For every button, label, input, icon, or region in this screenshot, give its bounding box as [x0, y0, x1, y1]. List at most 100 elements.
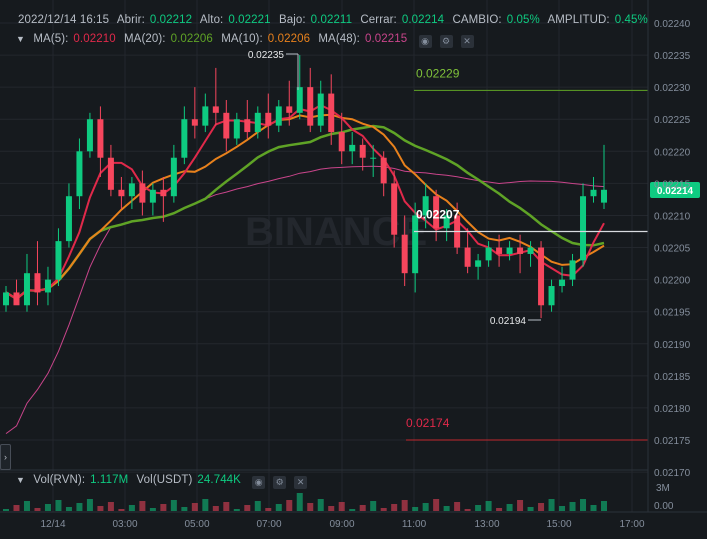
binance-watermark: BINANCE	[245, 210, 427, 254]
candle-body	[401, 234, 408, 274]
candle-body	[590, 189, 597, 197]
x-tick-label: 11:00	[402, 519, 427, 530]
change-label: CAMBIO:	[452, 14, 502, 26]
volume-bar	[454, 502, 461, 511]
candle-body	[3, 292, 9, 306]
volume-bar	[65, 507, 72, 511]
y-tick-label: 0.02175	[654, 436, 691, 447]
candle-body	[160, 189, 167, 197]
collapse-icon[interactable]: ▼	[16, 34, 26, 44]
candle-body	[580, 196, 587, 261]
volume-bar	[86, 499, 93, 511]
volume-bar	[149, 508, 156, 511]
volume-bar	[391, 504, 398, 511]
volume-legend: ▼ Vol(RVN): 1.117M Vol(USDT) 24.744K ◉ ⚙ ✕	[16, 474, 312, 489]
ma48-line	[5, 165, 605, 435]
upper-level-label: 0.02229	[416, 66, 460, 80]
y-tick-label: 0.02235	[654, 51, 691, 62]
volume-bar	[286, 500, 293, 511]
close-label: Cerrar:	[360, 14, 397, 26]
close-icon[interactable]: ✕	[460, 35, 474, 48]
volume-bar	[412, 507, 419, 511]
ma10-label: MA(10):	[221, 33, 263, 45]
volume-bar	[107, 502, 114, 511]
volume-bar	[128, 505, 135, 511]
volusdt-value: 24.744K	[197, 474, 241, 486]
candle-body	[380, 157, 387, 184]
y-tick-label: 0.02205	[654, 244, 691, 255]
candle-body	[317, 93, 324, 126]
candle-body	[485, 247, 492, 261]
candle-body	[223, 112, 230, 139]
candle-body	[338, 132, 345, 152]
y-tick-label: 0.02190	[654, 340, 691, 351]
y-tick-label: 0.02240	[654, 19, 691, 30]
volume-bar	[538, 503, 545, 511]
chevron-right-icon[interactable]: ›	[0, 444, 11, 470]
ma48-value: 0.02215	[364, 33, 408, 45]
candle-body	[254, 112, 261, 133]
current-price-label: 0.02214	[657, 186, 694, 197]
ma10-value: 0.02206	[267, 33, 311, 45]
moving-averages	[5, 103, 605, 435]
high-value: 0.02221	[228, 14, 271, 26]
volume-bar	[13, 505, 20, 511]
collapse-icon[interactable]: ▼	[16, 475, 26, 485]
candle-body	[548, 286, 555, 306]
volume-bar	[160, 504, 167, 511]
x-tick-label: 07:00	[256, 519, 281, 530]
candle-body	[443, 215, 450, 229]
chart-grid	[0, 0, 648, 512]
y-tick-label: 0.02215	[654, 179, 691, 190]
close-icon[interactable]: ✕	[294, 476, 308, 489]
volume-bar	[328, 506, 335, 511]
volume-bar	[580, 499, 587, 511]
candle-body	[181, 119, 188, 158]
volume-bar	[76, 503, 83, 511]
volume-bar	[34, 508, 41, 511]
volume-bar	[443, 506, 450, 511]
y-tick-label: 0.02195	[654, 308, 691, 319]
crosshair-label: 0.02207	[416, 208, 460, 222]
volume-bar	[139, 501, 146, 511]
settings-icon[interactable]: ⚙	[273, 476, 287, 489]
candle-body	[202, 106, 209, 126]
volume-bar	[233, 509, 240, 511]
volume-bar	[55, 500, 62, 511]
candle-body	[128, 183, 135, 197]
y-tick-label: 0.02170	[654, 468, 691, 479]
vol-axis-label: 0.00	[654, 501, 674, 512]
candle-body	[496, 247, 503, 254]
candle-body	[55, 241, 62, 280]
candle-body	[464, 247, 471, 267]
candle-body	[506, 247, 513, 254]
settings-icon[interactable]: ⚙	[439, 35, 453, 48]
volume-bar	[401, 500, 408, 511]
visibility-icon[interactable]: ◉	[252, 476, 266, 489]
candle-body	[296, 87, 303, 113]
candle-body	[97, 119, 104, 158]
volume-bar	[296, 493, 303, 511]
vol-value: 1.117M	[90, 474, 129, 486]
volume-bar	[569, 502, 576, 511]
candle-body	[244, 119, 251, 133]
candle-body	[65, 196, 72, 242]
volume-bar	[349, 509, 356, 511]
volume-bar	[475, 505, 482, 511]
y-tick-label: 0.02220	[654, 147, 691, 158]
lower-level-label: 0.02174	[406, 416, 450, 430]
visibility-icon[interactable]: ◉	[418, 35, 432, 48]
ma5-value: 0.02210	[73, 33, 116, 45]
volume-bar	[265, 508, 272, 511]
ma5-label: MA(5):	[33, 33, 69, 45]
vol-axis-label: 3M	[656, 483, 670, 494]
volume-bar	[590, 505, 597, 511]
candle-body	[170, 157, 177, 197]
volume-bar	[118, 509, 125, 511]
candle-body	[538, 247, 545, 306]
low-value: 0.02211	[310, 14, 353, 26]
close-value: 0.02214	[401, 14, 445, 26]
volume-bar	[422, 503, 429, 511]
